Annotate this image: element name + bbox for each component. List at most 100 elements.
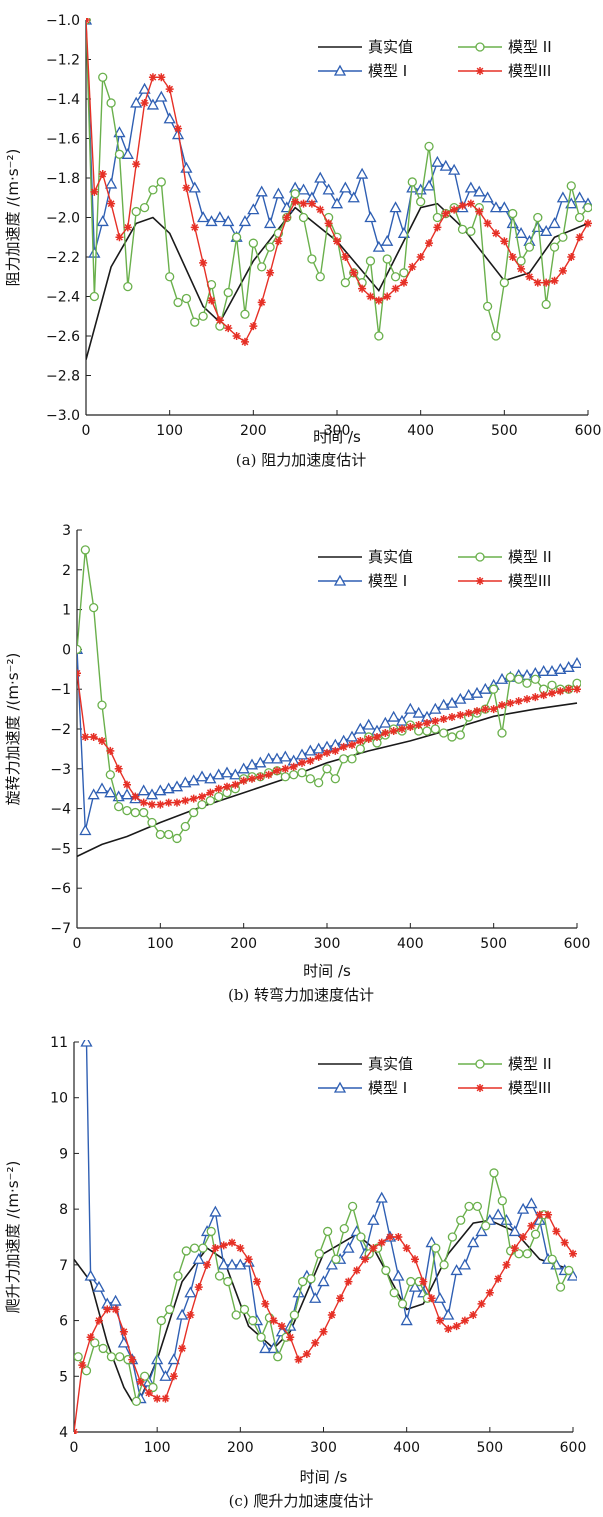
data-point bbox=[186, 1311, 195, 1319]
legend-label: 模型III bbox=[508, 1079, 551, 1097]
data-point bbox=[272, 187, 285, 199]
data-point bbox=[533, 212, 543, 223]
data-point bbox=[119, 1327, 128, 1336]
data-point bbox=[424, 141, 434, 152]
data-point bbox=[416, 253, 425, 261]
data-point bbox=[77, 669, 81, 678]
data-point bbox=[386, 1233, 395, 1241]
data-point bbox=[80, 1040, 93, 1047]
legend-label: 模型 II bbox=[508, 548, 552, 566]
data-point bbox=[452, 1322, 461, 1331]
data-point bbox=[229, 768, 242, 780]
x-tick-label: 300 bbox=[310, 1440, 337, 1456]
data-point bbox=[314, 1249, 324, 1259]
data-point bbox=[138, 82, 151, 94]
data-point bbox=[448, 163, 461, 175]
data-point bbox=[533, 278, 542, 287]
data-point bbox=[259, 1342, 272, 1354]
data-point bbox=[169, 1372, 178, 1381]
data-point bbox=[473, 185, 486, 197]
data-point bbox=[491, 229, 500, 238]
y-tick-label: 4 bbox=[59, 1425, 68, 1441]
legend-marker bbox=[476, 1084, 484, 1092]
y-tick-label: −3.0 bbox=[46, 408, 80, 424]
data-point bbox=[584, 219, 592, 228]
data-point bbox=[314, 752, 323, 761]
data-point bbox=[123, 780, 131, 789]
data-point bbox=[505, 672, 515, 682]
data-point bbox=[128, 1355, 137, 1364]
data-point bbox=[492, 1208, 505, 1220]
x-tick-label: 100 bbox=[144, 1440, 171, 1456]
data-point bbox=[408, 262, 417, 271]
data-point bbox=[203, 1260, 212, 1269]
data-point bbox=[366, 292, 375, 301]
data-point bbox=[248, 774, 256, 783]
data-point bbox=[223, 782, 231, 791]
data-point bbox=[397, 226, 411, 238]
legend-item: 模型 II bbox=[458, 1055, 552, 1073]
data-point bbox=[148, 185, 158, 195]
data-point bbox=[349, 268, 358, 277]
data-point bbox=[289, 1310, 300, 1320]
series-line bbox=[77, 1172, 570, 1405]
data-point bbox=[131, 792, 140, 801]
data-point bbox=[132, 160, 141, 169]
data-point bbox=[144, 1389, 153, 1397]
x-tick-label: 0 bbox=[70, 1440, 79, 1456]
data-point bbox=[94, 1316, 103, 1325]
data-point bbox=[482, 301, 493, 312]
x-tick-label: 500 bbox=[476, 1440, 503, 1456]
data-point bbox=[311, 1338, 320, 1347]
data-point bbox=[114, 801, 124, 812]
data-point bbox=[97, 700, 107, 710]
data-point bbox=[154, 784, 167, 796]
data-point bbox=[423, 719, 431, 728]
data-point bbox=[181, 796, 190, 805]
panel-b-turning-acceleration: 0 100 200 300 400 500 600 −7 −6 −5 −4 −3 −2 −1 0 1 2 3 时间 … bbox=[4, 523, 590, 1004]
data-point bbox=[106, 98, 116, 108]
y-tick-label: −1.2 bbox=[46, 53, 80, 69]
data-point bbox=[188, 181, 201, 193]
data-point bbox=[307, 199, 316, 208]
data-point bbox=[148, 1382, 158, 1393]
data-point bbox=[435, 1316, 444, 1325]
data-point bbox=[525, 1197, 538, 1209]
data-point bbox=[290, 189, 300, 199]
data-point bbox=[153, 1394, 162, 1403]
x-tick-label: 400 bbox=[397, 936, 424, 952]
data-point bbox=[254, 756, 267, 768]
legend-item: 模型III bbox=[458, 62, 551, 80]
data-point bbox=[573, 685, 581, 694]
data-point bbox=[217, 1258, 230, 1270]
series-0 bbox=[77, 702, 578, 858]
data-point bbox=[508, 1225, 521, 1237]
data-point bbox=[412, 706, 425, 718]
y-tick-label: 10 bbox=[50, 1091, 68, 1107]
data-point bbox=[123, 281, 133, 292]
series-line bbox=[77, 702, 578, 858]
data-point bbox=[240, 309, 250, 319]
data-point bbox=[265, 242, 275, 252]
data-point bbox=[181, 293, 192, 304]
data-point bbox=[500, 237, 509, 246]
data-point bbox=[514, 1249, 524, 1259]
data-point bbox=[148, 73, 157, 82]
data-point bbox=[548, 689, 556, 698]
data-point bbox=[305, 774, 315, 784]
data-point bbox=[558, 232, 568, 242]
data-point bbox=[170, 780, 184, 792]
data-point bbox=[431, 717, 440, 726]
data-point bbox=[514, 226, 528, 238]
data-point bbox=[137, 784, 150, 796]
data-point bbox=[297, 183, 310, 195]
legend-label: 模型 I bbox=[368, 62, 407, 80]
legend-marker bbox=[476, 67, 484, 75]
data-point bbox=[86, 18, 90, 24]
legend-item: 真实值 bbox=[318, 1055, 413, 1073]
data-point bbox=[473, 707, 481, 716]
data-point bbox=[564, 1265, 574, 1276]
data-point bbox=[146, 98, 160, 110]
